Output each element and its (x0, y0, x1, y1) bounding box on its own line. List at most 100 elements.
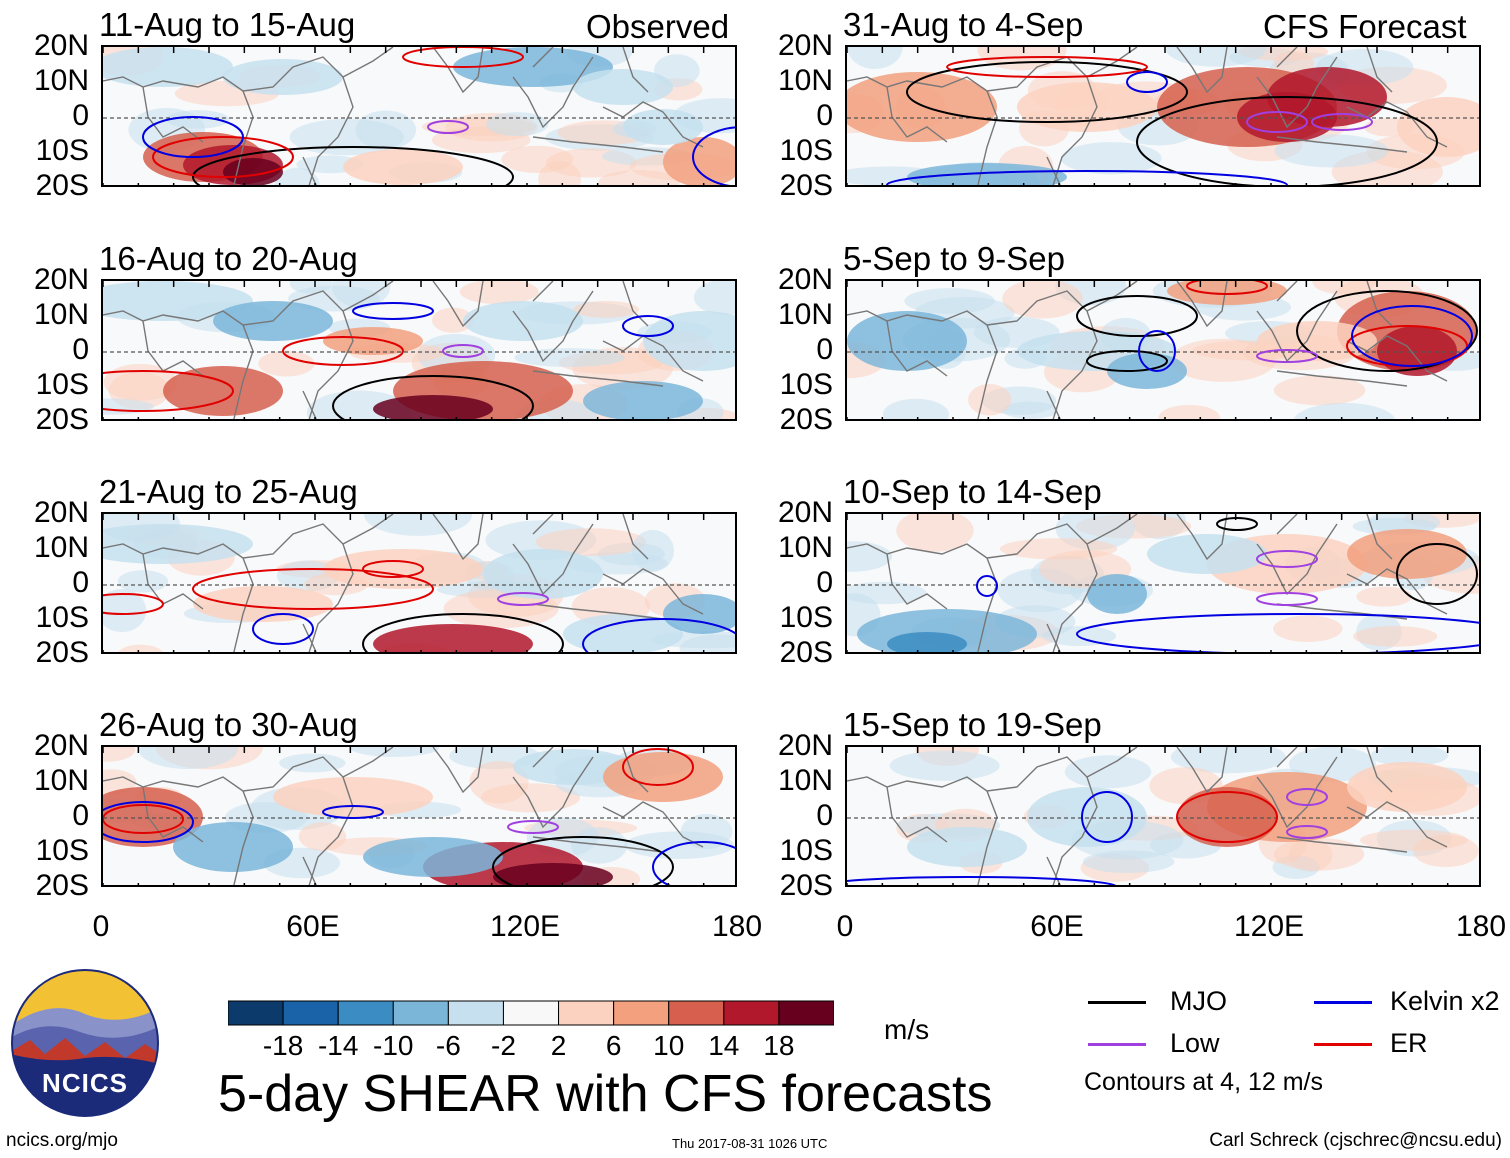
shear-anomaly-blob (258, 350, 315, 377)
footer-url[interactable]: ncics.org/mjo (6, 1130, 118, 1151)
lat-tick-label: 20N (777, 496, 833, 529)
shear-anomaly-blob (501, 145, 574, 173)
shear-anomaly-blob (999, 538, 1118, 560)
footer-date: Thu 2017-08-31 1026 UTC (672, 1136, 828, 1151)
coastline (847, 776, 998, 885)
low-contour (1256, 592, 1318, 606)
coastline (1276, 136, 1408, 153)
shear-anomaly-blob (847, 541, 893, 572)
coastline (512, 56, 594, 129)
coastline (1176, 747, 1228, 794)
lat-tick-label: 10N (777, 298, 833, 331)
colorbar-segment (282, 1000, 339, 1026)
shear-anomaly-blob (847, 581, 927, 605)
shear-anomaly-blob (1397, 97, 1479, 157)
coastline (1176, 514, 1228, 561)
er-contour (103, 593, 164, 615)
shear-anomaly-blob (103, 281, 253, 321)
panel-title: 11-Aug to 15-Aug (99, 6, 356, 43)
shear-map (847, 747, 1479, 885)
low-contour (1311, 113, 1373, 131)
lat-tick-label: 20N (33, 496, 89, 529)
lat-tick-label: 10S (35, 134, 89, 167)
coastline (1256, 56, 1338, 129)
mjo-contour (332, 375, 534, 419)
forecast-label: CFS Forecast (1263, 8, 1467, 45)
shear-anomaly-blob (163, 366, 283, 416)
legend-kelvin-label: Kelvin x2 (1390, 986, 1500, 1016)
kelvin-contour (103, 801, 194, 843)
lat-tick-label: 20N (777, 729, 833, 762)
er-contour (103, 370, 234, 412)
shear-anomaly-blob (138, 747, 238, 769)
map-panel (845, 745, 1481, 887)
lat-tick-label: 10N (777, 64, 833, 97)
coastline (103, 776, 254, 885)
coastline (1346, 101, 1448, 148)
lat-tick-label: 20S (35, 403, 89, 436)
shear-anomaly-blob (166, 110, 230, 129)
lat-tick-label: 10N (33, 764, 89, 797)
low-contour (1256, 349, 1318, 363)
low-contour (1286, 788, 1328, 806)
lat-tick-label: 0 (72, 333, 89, 366)
coastline (1346, 801, 1448, 848)
lat-tick-label: 20S (35, 636, 89, 669)
kelvin-contour (976, 575, 998, 597)
lat-tick-label: 20S (779, 869, 833, 902)
mjo-contour (192, 146, 514, 185)
shear-anomaly-blob (847, 47, 903, 70)
shear-anomaly-blob (1293, 402, 1396, 419)
shear-anomaly-blob (663, 594, 735, 634)
shear-anomaly-blob (193, 586, 333, 622)
coastline (622, 514, 649, 560)
coastline (512, 523, 594, 596)
coastline (532, 370, 664, 387)
mjo-contour (906, 61, 1188, 123)
shear-anomaly-blob (323, 549, 483, 589)
lat-tick-label: 10S (35, 368, 89, 401)
coastline (1176, 281, 1228, 328)
coastline (847, 76, 998, 185)
shear-anomaly-blob (298, 822, 347, 851)
shear-anomaly-blob (643, 311, 735, 371)
lat-tick-label: 10S (35, 601, 89, 634)
shear-anomaly-blob (583, 381, 703, 419)
coastline (532, 603, 664, 620)
coastline (886, 320, 948, 377)
coastline (1276, 836, 1408, 853)
shear-anomaly-blob (623, 109, 703, 145)
lat-tick-label: 10S (35, 834, 89, 867)
er-contour (1186, 281, 1268, 295)
lat-tick-label: 10N (777, 531, 833, 564)
lon-tick-label: 0 (836, 910, 854, 943)
lat-tick-label: 20N (33, 729, 89, 762)
shear-map (103, 514, 735, 652)
shear-map (103, 747, 735, 885)
colorbar-segment (228, 1000, 284, 1026)
kelvin-contour (847, 876, 1117, 885)
map-panel (845, 279, 1481, 421)
shear-anomaly-blob (1087, 574, 1147, 614)
colorbar-segment (558, 1000, 615, 1026)
legend-mjo-label: MJO (1170, 986, 1227, 1016)
colorbar-segment (392, 1000, 449, 1026)
shear-map (847, 281, 1479, 419)
ncics-logo: NCICS (11, 969, 159, 1117)
map-panel (101, 745, 737, 887)
lat-tick-label: 20S (779, 636, 833, 669)
shear-anomaly-blob (847, 72, 997, 142)
chart-title: 5-day SHEAR with CFS forecasts (218, 1065, 993, 1123)
contour-note: Contours at 4, 12 m/s (1084, 1068, 1324, 1096)
shear-anomaly-blob (343, 149, 463, 185)
shear-anomaly-blob (103, 47, 233, 87)
panel-title: 16-Aug to 20-Aug (99, 240, 358, 277)
colorbar-tick-label: 10 (653, 1030, 685, 1061)
shear-anomaly-blob (463, 301, 583, 341)
coastline (1276, 370, 1408, 387)
lon-tick-label: 60E (1030, 910, 1084, 943)
mjo-contour (362, 613, 564, 652)
shear-anomaly-blob (573, 69, 673, 105)
mjo-contour (492, 836, 674, 885)
shear-map (847, 514, 1479, 652)
